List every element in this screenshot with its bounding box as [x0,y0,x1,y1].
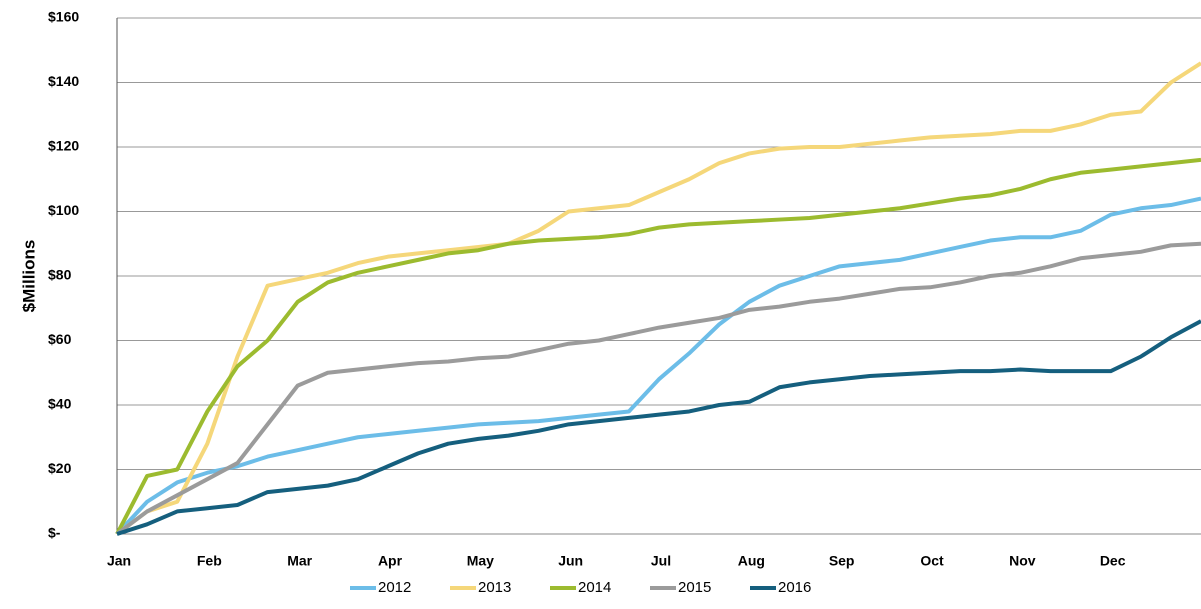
y-tick-label: $100 [48,202,79,218]
x-tick-label: Sep [829,553,855,569]
y-tick-label: $140 [48,73,79,89]
y-tick-label: $60 [48,331,72,347]
x-tick-label: Jun [558,553,583,569]
y-tick-label: $- [48,525,61,541]
y-tick-label: $120 [48,138,79,154]
legend-label: 2015 [678,579,711,596]
legend-label: 2016 [778,579,811,596]
series-line [116,319,1201,536]
y-tick-label: $40 [48,396,72,412]
y-tick-label: $20 [48,460,72,476]
legend-label: 2012 [378,579,411,596]
x-tick-label: Dec [1100,553,1126,569]
x-tick-label: Aug [738,553,765,569]
x-tick-label: Apr [378,553,403,569]
x-tick-label: May [467,553,494,569]
y-axis-label: $Millions [19,240,38,313]
x-tick-label: Nov [1009,553,1036,569]
series-line [115,157,1201,535]
series-line [115,61,1201,536]
legend-label: 2014 [578,579,611,596]
x-tick-label: Jul [651,553,671,569]
x-tick-label: Mar [287,553,312,569]
legend-label: 2013 [478,579,511,596]
y-tick-label: $160 [48,9,79,25]
y-tick-label: $80 [48,267,72,283]
x-tick-label: Jan [107,553,131,569]
series-line [115,241,1201,536]
series-line [115,196,1201,536]
x-tick-label: Feb [197,553,222,569]
x-tick-label: Oct [920,553,944,569]
